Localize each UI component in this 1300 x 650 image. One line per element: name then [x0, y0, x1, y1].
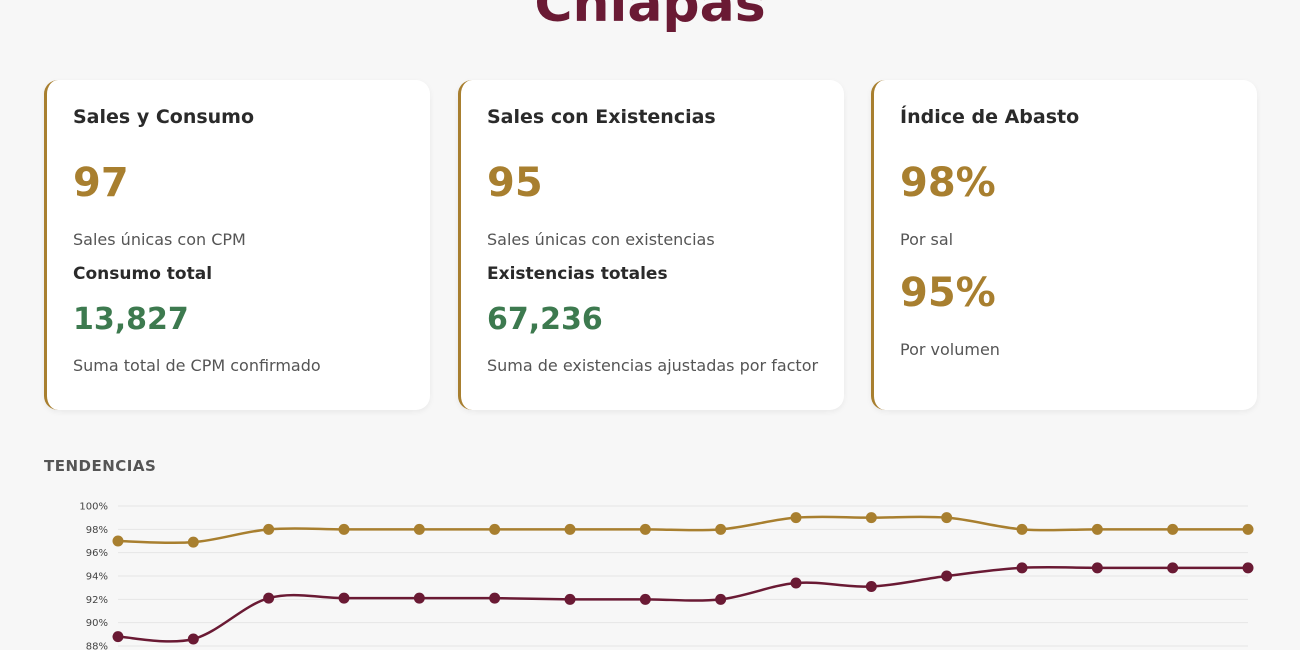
data-point[interactable] — [790, 512, 802, 524]
data-point[interactable] — [263, 592, 275, 604]
existencias-totales-value: 67,236 — [487, 302, 603, 337]
existencias-totales-title: Existencias totales — [487, 264, 668, 284]
sales-existencias-card: Sales con Existencias 95 Sales únicas co… — [458, 80, 844, 410]
data-point[interactable] — [1016, 562, 1028, 574]
series-line-0 — [117, 515, 1248, 545]
data-point[interactable] — [413, 592, 425, 604]
series-line-1 — [117, 565, 1248, 643]
data-point[interactable] — [941, 570, 953, 582]
indice-abasto-card: Índice de Abasto 98% Por sal 95% Por vol… — [871, 80, 1257, 410]
sales-count-caption: Sales únicas con CPM — [73, 230, 246, 249]
data-point[interactable] — [1091, 562, 1103, 574]
card-title: Sales con Existencias — [487, 106, 716, 128]
trend-chart: 100% 98% 96% 94% 92% 90% 88% — [79, 502, 1254, 650]
y-tick-label: 96% — [86, 548, 108, 559]
data-point[interactable] — [865, 512, 877, 524]
y-tick-label: 100% — [79, 502, 108, 513]
data-point[interactable] — [1167, 523, 1179, 535]
y-tick-label: 94% — [86, 572, 108, 583]
existencias-totales-caption: Suma de existencias ajustadas por factor — [487, 356, 819, 375]
data-point[interactable] — [489, 523, 501, 535]
abasto-por-sal-caption: Por sal — [900, 230, 954, 249]
abasto-por-volumen-caption: Por volumen — [900, 340, 1000, 359]
data-point[interactable] — [790, 577, 802, 589]
data-point[interactable] — [187, 633, 199, 645]
card-title: Índice de Abasto — [900, 106, 1080, 128]
data-point[interactable] — [338, 592, 350, 604]
sales-existencias-count: 95 — [487, 160, 543, 206]
data-point[interactable] — [1242, 562, 1254, 574]
data-point[interactable] — [263, 523, 275, 535]
data-point[interactable] — [564, 593, 576, 605]
consumo-total-title: Consumo total — [73, 264, 213, 284]
data-point[interactable] — [413, 523, 425, 535]
data-point[interactable] — [112, 535, 124, 547]
abasto-por-volumen-value: 95% — [900, 270, 996, 316]
data-point[interactable] — [187, 536, 199, 548]
y-tick-label: 92% — [86, 595, 108, 606]
data-point[interactable] — [1242, 523, 1254, 535]
y-tick-label: 98% — [86, 525, 108, 536]
data-point[interactable] — [639, 593, 651, 605]
data-point[interactable] — [941, 512, 953, 524]
data-point[interactable] — [639, 523, 651, 535]
y-tick-label: 88% — [86, 642, 108, 650]
data-point[interactable] — [338, 523, 350, 535]
card-title: Sales y Consumo — [73, 106, 255, 128]
tendencias-label: TENDENCIAS — [44, 457, 157, 475]
sales-consumo-card: Sales y Consumo 97 Sales únicas con CPM … — [44, 80, 430, 410]
consumo-total-value: 13,827 — [73, 302, 189, 337]
page-title: Chiapas — [534, 0, 766, 34]
data-point[interactable] — [564, 523, 576, 535]
y-tick-label: 90% — [86, 618, 108, 629]
data-point[interactable] — [715, 523, 727, 535]
data-point[interactable] — [489, 592, 501, 604]
data-point[interactable] — [715, 593, 727, 605]
data-point[interactable] — [1091, 523, 1103, 535]
data-point[interactable] — [865, 581, 877, 592]
sales-count: 97 — [73, 160, 129, 206]
sales-existencias-caption: Sales únicas con existencias — [487, 230, 715, 249]
consumo-total-caption: Suma total de CPM confirmado — [73, 356, 321, 375]
data-point[interactable] — [112, 631, 124, 643]
data-point[interactable] — [1016, 523, 1028, 535]
data-point[interactable] — [1167, 562, 1179, 574]
abasto-por-sal-value: 98% — [900, 160, 996, 206]
